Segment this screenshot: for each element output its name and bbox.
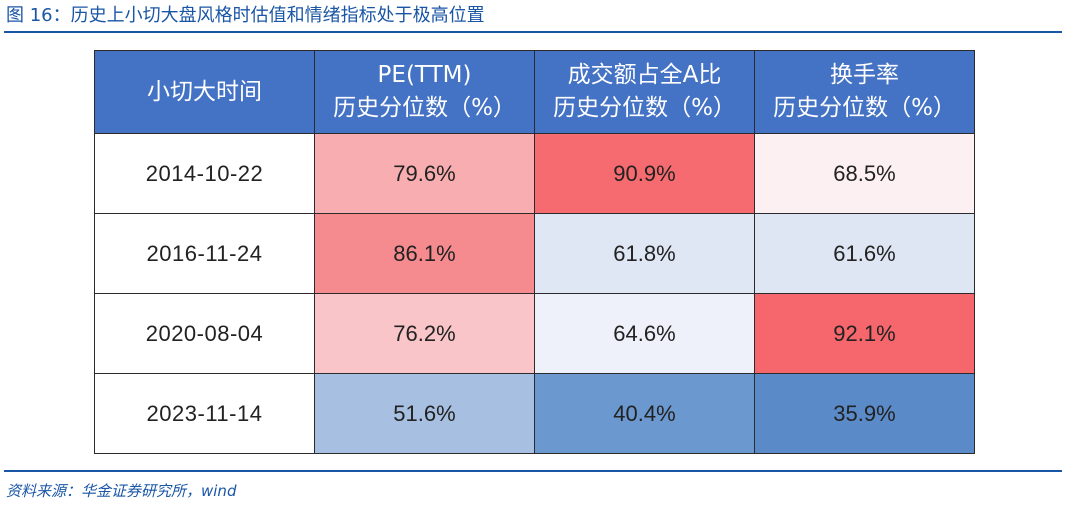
caption-rule: [4, 31, 1062, 33]
turnover-rate-cell: 35.9%: [754, 373, 975, 454]
header-date: 小切大时间: [94, 50, 315, 134]
header-turnover-rate-line2: 历史分位数（%）: [773, 95, 956, 121]
table-row: 2014-10-22 79.6% 90.9% 68.5%: [94, 133, 975, 214]
figure-caption: 图 16：历史上小切大盘风格时估值和情绪指标处于极高位置: [6, 5, 485, 26]
pe-cell: 86.1%: [314, 213, 535, 294]
header-date-label: 小切大时间: [147, 78, 262, 105]
table-row: 2020-08-04 76.2% 64.6% 92.1%: [94, 293, 975, 374]
turnover-rate-cell: 92.1%: [754, 293, 975, 374]
header-pe: PE(TTM) 历史分位数（%）: [314, 50, 535, 134]
row-date: 2016-11-24: [94, 213, 315, 294]
pe-cell: 51.6%: [314, 373, 535, 454]
source-note: 资料来源：华金证券研究所，wind: [6, 482, 237, 500]
header-turnover-share-line1: 成交额占全A比: [567, 62, 722, 88]
table-row: 2023-11-14 51.6% 40.4% 35.9%: [94, 373, 975, 454]
turnover-rate-cell: 61.6%: [754, 213, 975, 294]
header-turnover-rate-line1: 换手率: [830, 62, 899, 88]
pe-cell: 76.2%: [314, 293, 535, 374]
pe-cell: 79.6%: [314, 133, 535, 214]
table-row: 2016-11-24 86.1% 61.8% 61.6%: [94, 213, 975, 294]
header-turnover-share: 成交额占全A比 历史分位数（%）: [534, 50, 755, 134]
header-pe-line1: PE(TTM): [377, 62, 472, 88]
row-date: 2014-10-22: [94, 133, 315, 214]
turnover-share-cell: 40.4%: [534, 373, 755, 454]
header-turnover-share-line2: 历史分位数（%）: [553, 95, 736, 121]
turnover-share-cell: 90.9%: [534, 133, 755, 214]
table-header-row: 小切大时间 PE(TTM) 历史分位数（%） 成交额占全A比 历史分位数（%） …: [94, 50, 975, 134]
row-date: 2023-11-14: [94, 373, 315, 454]
turnover-share-cell: 64.6%: [534, 293, 755, 374]
turnover-share-cell: 61.8%: [534, 213, 755, 294]
header-pe-line2: 历史分位数（%）: [333, 95, 516, 121]
header-turnover-rate: 换手率 历史分位数（%）: [754, 50, 975, 134]
row-date: 2020-08-04: [94, 293, 315, 374]
turnover-rate-cell: 68.5%: [754, 133, 975, 214]
source-rule: [4, 470, 1062, 472]
valuation-table: 小切大时间 PE(TTM) 历史分位数（%） 成交额占全A比 历史分位数（%） …: [94, 50, 975, 454]
